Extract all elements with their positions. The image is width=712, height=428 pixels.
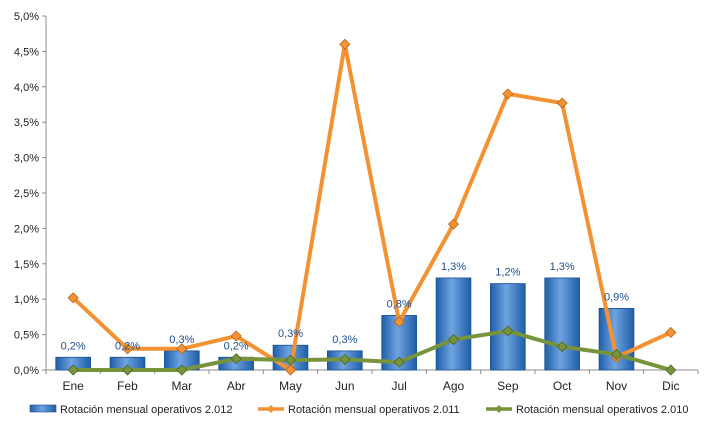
series-point [176, 364, 188, 376]
legend: Rotación mensual operativos 2.012 Rotació… [29, 404, 688, 416]
series-point [556, 341, 568, 353]
series-point [230, 353, 242, 365]
x-tick-label: Ago [443, 379, 465, 393]
series-point [665, 326, 677, 339]
bar [544, 277, 580, 371]
y-tick-label: 5,0% [14, 11, 39, 23]
bar-data-label: 0,9% [604, 291, 629, 303]
series-point [447, 333, 460, 346]
series-point [393, 316, 405, 328]
x-tick-label: Abr [227, 379, 246, 393]
bar-data-label: 0,3% [332, 334, 357, 346]
bar-data-label: 0,8% [387, 298, 412, 310]
x-tick-label: Feb [117, 379, 138, 393]
x-tick-label: Dic [662, 379, 679, 393]
series-point [339, 353, 351, 365]
x-tick-label: Oct [553, 379, 572, 393]
bar-data-label: 0,2% [61, 340, 86, 352]
legend-label: Rotación mensual operativos 2.010 [516, 404, 688, 416]
series-point [67, 364, 79, 376]
y-tick-label: 1,5% [14, 259, 39, 271]
bar-data-label: 0,2% [115, 340, 140, 352]
series-point [502, 325, 514, 337]
data-labels: 0,2% 0,2% 0,3% 0,2% 0,3% 0,3% 0,8% 1,3% 1,2% 1,3%… [61, 261, 630, 352]
y-tick-label: 3,0% [14, 153, 39, 165]
series-line-1 [73, 329, 672, 372]
x-tick-label: May [279, 379, 302, 393]
series-point [67, 292, 79, 304]
series-point [556, 97, 568, 109]
series-point [610, 348, 623, 360]
series-point [665, 364, 677, 376]
y-tick-label: 2,5% [14, 188, 39, 200]
y-tick-label: 1,0% [14, 294, 39, 306]
x-tick-label: Mar [171, 379, 192, 393]
series-point [284, 364, 297, 376]
y-tick-label: 4,0% [14, 82, 39, 94]
series-point [284, 354, 297, 366]
legend-swatch-marker [267, 405, 275, 413]
y-tick-label: 0,5% [14, 330, 39, 342]
series-point [447, 218, 460, 230]
x-tick-label: Jun [335, 379, 354, 393]
line-series [67, 38, 677, 376]
legend-swatch-bar [29, 404, 57, 413]
y-tick-label: 0,0% [14, 365, 39, 377]
y-tick-label: 4,5% [14, 46, 39, 58]
legend-swatch-marker [495, 405, 503, 413]
x-tick-label: Nov [606, 379, 627, 393]
series-point [121, 364, 134, 376]
x-tick-label: Ene [62, 379, 84, 393]
series-point [339, 38, 351, 50]
bar-data-label: 0,3% [169, 334, 194, 346]
bar-data-label: 1,3% [550, 261, 575, 273]
series-line-0 [71, 42, 672, 372]
legend-label: Rotación mensual operativos 2.012 [60, 404, 232, 416]
axes: 0,0% 0,5% 1,0% 1,5% 2,0% 2,5% 3,0% 3,5% 4,0% 4,5%… [14, 11, 699, 393]
x-tick-label: Jul [391, 379, 406, 393]
series-point [121, 343, 134, 355]
series-point [393, 356, 405, 368]
legend-label: Rotación mensual operativos 2.011 [288, 404, 460, 416]
bar [435, 277, 472, 371]
bar-data-label: 1,2% [495, 267, 520, 279]
y-tick-label: 2,0% [14, 223, 39, 235]
x-tick-label: Sep [497, 379, 519, 393]
series-point [230, 330, 242, 342]
bar-data-label: 0,3% [278, 328, 303, 340]
series-point [176, 343, 188, 355]
series-point [502, 88, 514, 100]
bar-data-label: 1,3% [441, 261, 466, 273]
bar-data-label: 0,2% [224, 340, 249, 352]
y-tick-label: 3,5% [14, 117, 39, 129]
